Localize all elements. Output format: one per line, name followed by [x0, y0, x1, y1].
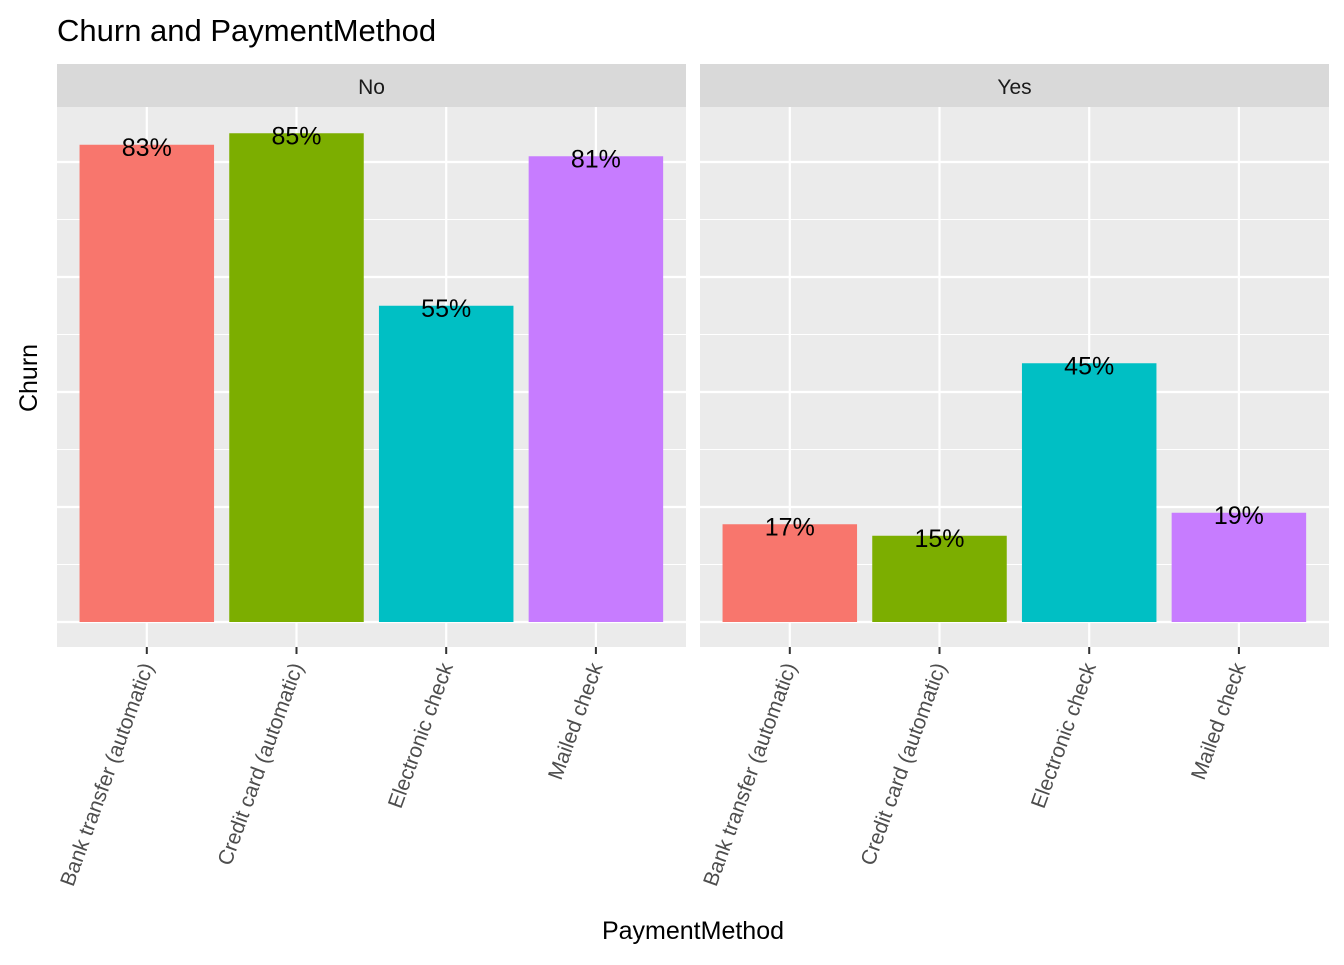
x-tick-label: Electronic check: [384, 659, 458, 811]
data-label: 55%: [421, 295, 471, 323]
x-axis-title: PaymentMethod: [602, 917, 784, 945]
data-label: 81%: [571, 145, 621, 173]
x-tick-label: Credit card (automatic): [857, 660, 952, 869]
data-label: 17%: [765, 513, 815, 541]
bar: [378, 305, 514, 622]
x-tick-label: Electronic check: [1027, 659, 1101, 811]
x-tick-label: Bank transfer (automatic): [56, 660, 158, 889]
facet-panels: No 83% Bank transfer (automatic) 85% Credit …: [56, 64, 1329, 889]
x-tick-label: Mailed check: [1187, 659, 1251, 783]
data-label: 19%: [1214, 502, 1264, 530]
bar: [722, 524, 858, 622]
y-axis-title: Churn: [15, 344, 43, 412]
facet-panel-no: No 83% Bank transfer (automatic) 85% Credit …: [56, 64, 686, 889]
facet-strip-label: Yes: [997, 76, 1031, 99]
data-label: 85%: [271, 122, 321, 150]
bar: [1021, 363, 1157, 622]
bar: [528, 156, 664, 622]
bar: [79, 144, 215, 622]
x-tick-label: Bank transfer (automatic): [699, 660, 801, 889]
data-label: 45%: [1064, 352, 1114, 380]
x-tick-label: Credit card (automatic): [214, 660, 309, 869]
facet-strip: [57, 64, 686, 107]
data-label: 15%: [914, 525, 964, 553]
x-tick-label: Mailed check: [544, 659, 608, 783]
facet-panel-yes: Yes 17% Bank transfer (automatic) 15% Credit…: [699, 64, 1329, 889]
bar: [229, 133, 364, 622]
facet-strip: [700, 64, 1329, 107]
bar: [1171, 512, 1307, 622]
bar: [872, 535, 1007, 622]
data-label: 83%: [122, 134, 172, 162]
facet-strip-label: No: [358, 76, 385, 99]
chart-title: Churn and PaymentMethod: [57, 13, 436, 48]
